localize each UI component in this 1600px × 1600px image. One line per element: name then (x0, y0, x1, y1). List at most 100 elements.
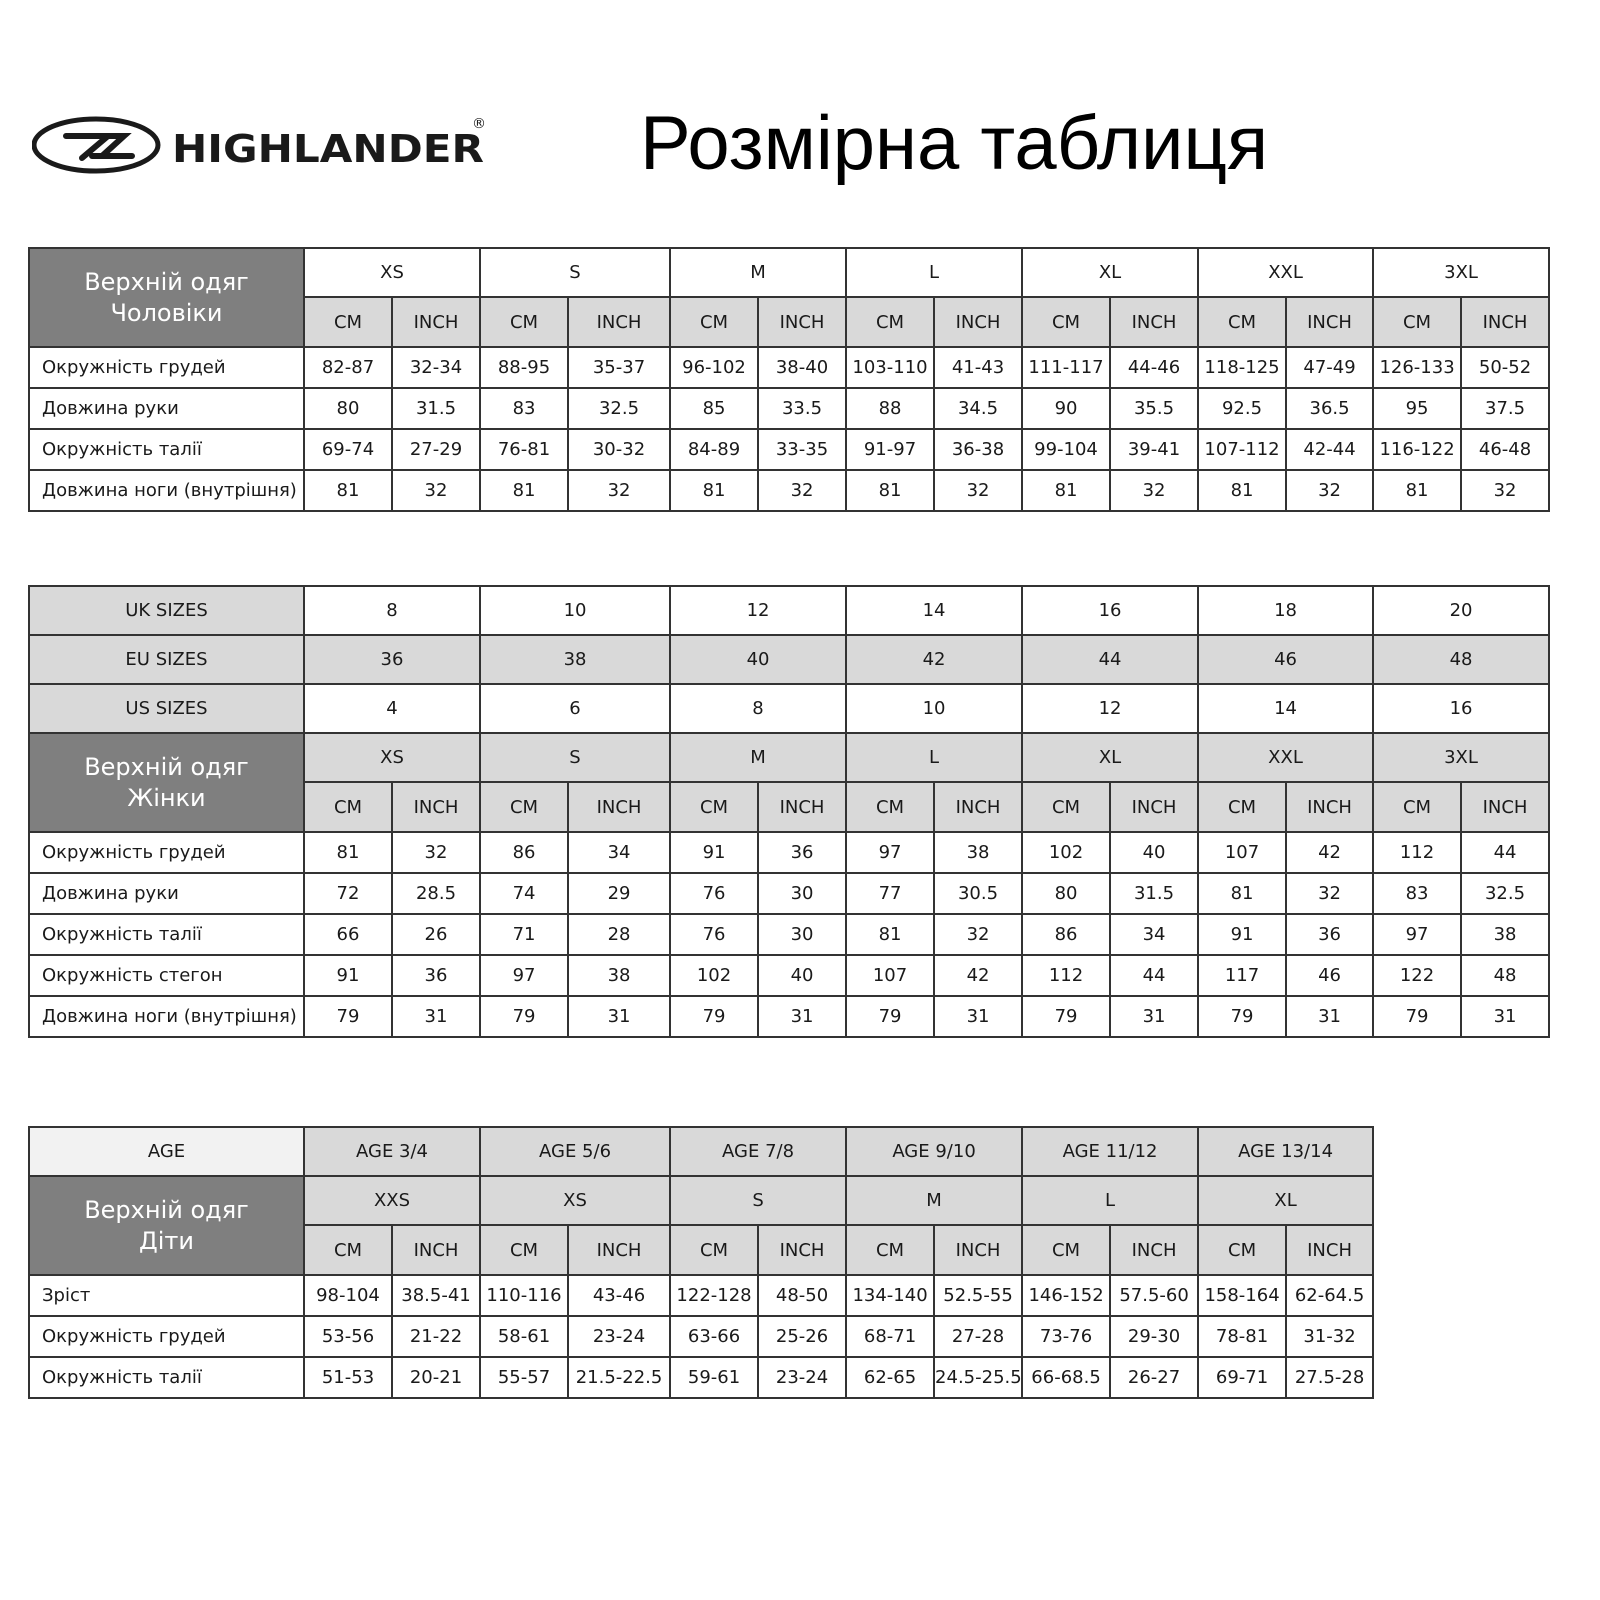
conversion-value: 36 (302, 634, 482, 685)
unit-inch: INCH (1460, 296, 1551, 348)
unit-inch: INCH (757, 296, 848, 348)
table-row: Верхній одяг Чоловіки XS S M L XL XXL 3XL (28, 247, 1551, 348)
unit-cm: CM (479, 1224, 570, 1276)
measurement-value: 112 (1372, 831, 1463, 874)
measurement-value: 82-87 (303, 346, 393, 389)
table-row: AGE AGE 3/4 AGE 5/6 AGE 7/8 AGE 9/10 AGE 11/1… (28, 1126, 1375, 1177)
section-header: Верхній одяг Діти (28, 1175, 305, 1276)
header-line-1: Верхній одяг (84, 1195, 249, 1224)
table-row: Зріст 98-104 38.5-41 110-116 43-46 122-128 48-… (28, 1274, 1375, 1317)
measurement-value: 30 (757, 872, 848, 915)
measurement-value: 32-34 (390, 346, 482, 389)
table-row: EU SIZES 36 38 40 42 44 46 48 (28, 634, 1551, 685)
size-header: XS (479, 1175, 672, 1226)
unit-inch: INCH (567, 781, 672, 833)
kids-size-table: AGE AGE 3/4 AGE 5/6 AGE 7/8 AGE 9/10 AGE 11/1… (28, 1126, 1375, 1399)
measurement-value: 81 (845, 469, 936, 512)
measurement-label: Окружність грудей (28, 1315, 305, 1358)
measurement-value: 44-46 (1109, 346, 1200, 389)
unit-inch: INCH (1460, 781, 1551, 833)
measurement-value: 112 (1021, 954, 1112, 997)
table-row: CM INCH CM INCH CM INCH CM INCH CM INCH CM INCH CM IN… (29, 296, 1551, 348)
unit-cm: CM (669, 1224, 760, 1276)
unit-inch: INCH (1285, 296, 1375, 348)
size-header: XL (1021, 732, 1200, 783)
unit-inch: INCH (390, 1224, 482, 1276)
measurement-value: 29-30 (1109, 1315, 1200, 1358)
unit-inch: INCH (1109, 1224, 1200, 1276)
unit-cm: CM (303, 781, 393, 833)
size-header: S (669, 1175, 848, 1226)
table-row: Довжина руки 72 28.5 74 29 76 30 77 30.5 80 31.5 81… (28, 872, 1551, 915)
measurement-value: 72 (303, 872, 393, 915)
measurement-value: 36 (1285, 913, 1375, 956)
measurement-value: 32.5 (1460, 872, 1551, 915)
measurement-value: 32 (1285, 872, 1375, 915)
age-label: AGE (28, 1126, 305, 1177)
size-header: S (479, 732, 672, 783)
size-header: XXS (302, 1175, 482, 1226)
measurement-value: 83 (1372, 872, 1463, 915)
measurement-value: 76-81 (479, 428, 570, 471)
unit-inch: INCH (567, 1224, 672, 1276)
size-header: M (669, 732, 848, 783)
measurement-value: 40 (757, 954, 848, 997)
measurement-value: 77 (845, 872, 936, 915)
conversion-value: 18 (1197, 585, 1375, 636)
measurement-value: 48 (1460, 954, 1551, 997)
measurement-value: 50-52 (1460, 346, 1551, 389)
measurement-value: 107 (1197, 831, 1288, 874)
measurement-value: 79 (845, 995, 936, 1038)
unit-cm: CM (845, 296, 936, 348)
measurement-value: 23-24 (757, 1356, 848, 1399)
unit-cm: CM (479, 781, 570, 833)
measurement-value: 40 (1109, 831, 1200, 874)
measurement-value: 21-22 (390, 1315, 482, 1358)
measurement-value: 42 (1285, 831, 1375, 874)
measurement-value: 122-128 (669, 1274, 760, 1317)
measurement-value: 95 (1372, 387, 1463, 430)
size-header: XXL (1197, 732, 1375, 783)
measurement-value: 74 (479, 872, 570, 915)
age-header: AGE 11/12 (1021, 1126, 1200, 1177)
measurement-value: 47-49 (1285, 346, 1375, 389)
measurement-value: 32 (1285, 469, 1375, 512)
measurement-value: 88 (845, 387, 936, 430)
measurement-value: 46 (1285, 954, 1375, 997)
measurement-value: 83 (479, 387, 570, 430)
measurement-value: 126-133 (1372, 346, 1463, 389)
measurement-value: 24.5-25.5 (933, 1356, 1024, 1399)
measurement-value: 79 (1021, 995, 1112, 1038)
measurement-value: 31 (757, 995, 848, 1038)
size-header: L (845, 247, 1024, 298)
measurement-value: 31 (390, 995, 482, 1038)
measurement-value: 32 (933, 913, 1024, 956)
measurement-value: 44 (1109, 954, 1200, 997)
section-header: Верхній одяг Жінки (28, 732, 305, 833)
measurement-value: 81 (1197, 469, 1288, 512)
measurement-value: 33.5 (757, 387, 848, 430)
unit-cm: CM (669, 781, 760, 833)
age-header: AGE 7/8 (669, 1126, 848, 1177)
measurement-value: 117 (1197, 954, 1288, 997)
size-header: XXL (1197, 247, 1375, 298)
measurement-value: 31 (567, 995, 672, 1038)
unit-cm: CM (1372, 781, 1463, 833)
measurement-value: 76 (669, 872, 760, 915)
measurement-value: 90 (1021, 387, 1112, 430)
measurement-value: 44 (1460, 831, 1551, 874)
measurement-value: 33-35 (757, 428, 848, 471)
table-row: Окружність талії 66 26 71 28 76 30 81 32 86 34 91 36… (28, 913, 1551, 956)
measurement-value: 32 (567, 469, 672, 512)
measurement-value: 78-81 (1197, 1315, 1288, 1358)
measurement-value: 32 (390, 469, 482, 512)
measurement-value: 34.5 (933, 387, 1024, 430)
unit-inch: INCH (390, 781, 482, 833)
conversion-value: 12 (669, 585, 848, 636)
measurement-value: 81 (1197, 872, 1288, 915)
measurement-value: 97 (845, 831, 936, 874)
conversion-value: 42 (845, 634, 1024, 685)
unit-inch: INCH (757, 1224, 848, 1276)
measurement-value: 38.5-41 (390, 1274, 482, 1317)
unit-cm: CM (1372, 296, 1463, 348)
